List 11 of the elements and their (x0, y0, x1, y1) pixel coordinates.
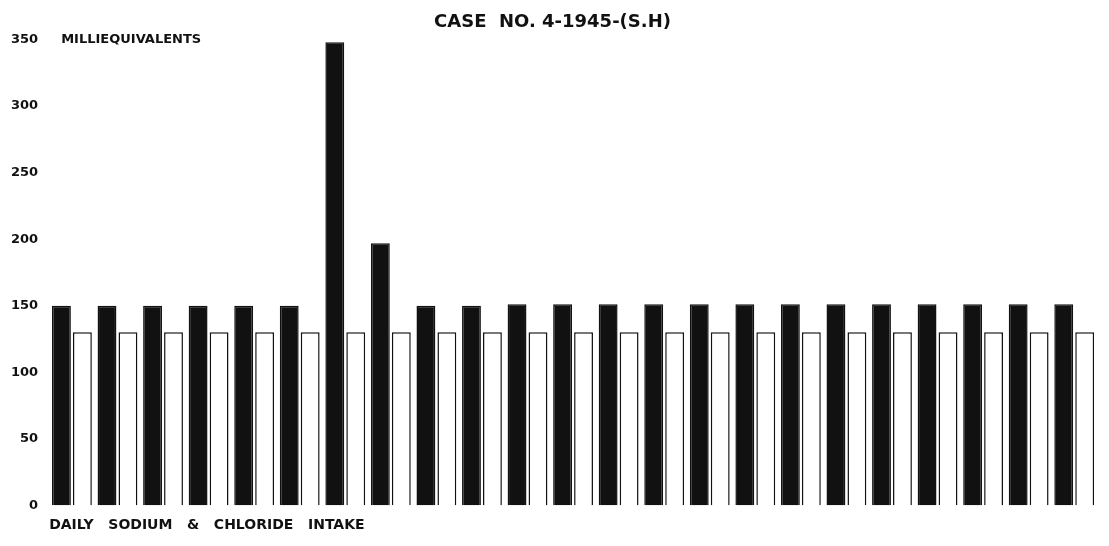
x-axis-title: DAILY SODIUM & CHLORIDE INTAKE (49, 516, 365, 533)
y-axis-title: MILLIEQUIVALENTS (61, 30, 202, 46)
y-tick-label: 250 (11, 164, 39, 179)
y-tick-label: 200 (11, 230, 39, 246)
chart-title: CASE NO. 4-1945-(S.H) (434, 10, 671, 32)
y-tick-label: 350 (11, 30, 39, 46)
y-tick-label: 150 (11, 297, 39, 313)
y-tick-label: 0 (29, 496, 39, 512)
y-tick-label: 100 (11, 363, 39, 379)
y-tick-label: 50 (20, 430, 39, 446)
y-tick-label: 300 (11, 97, 39, 113)
